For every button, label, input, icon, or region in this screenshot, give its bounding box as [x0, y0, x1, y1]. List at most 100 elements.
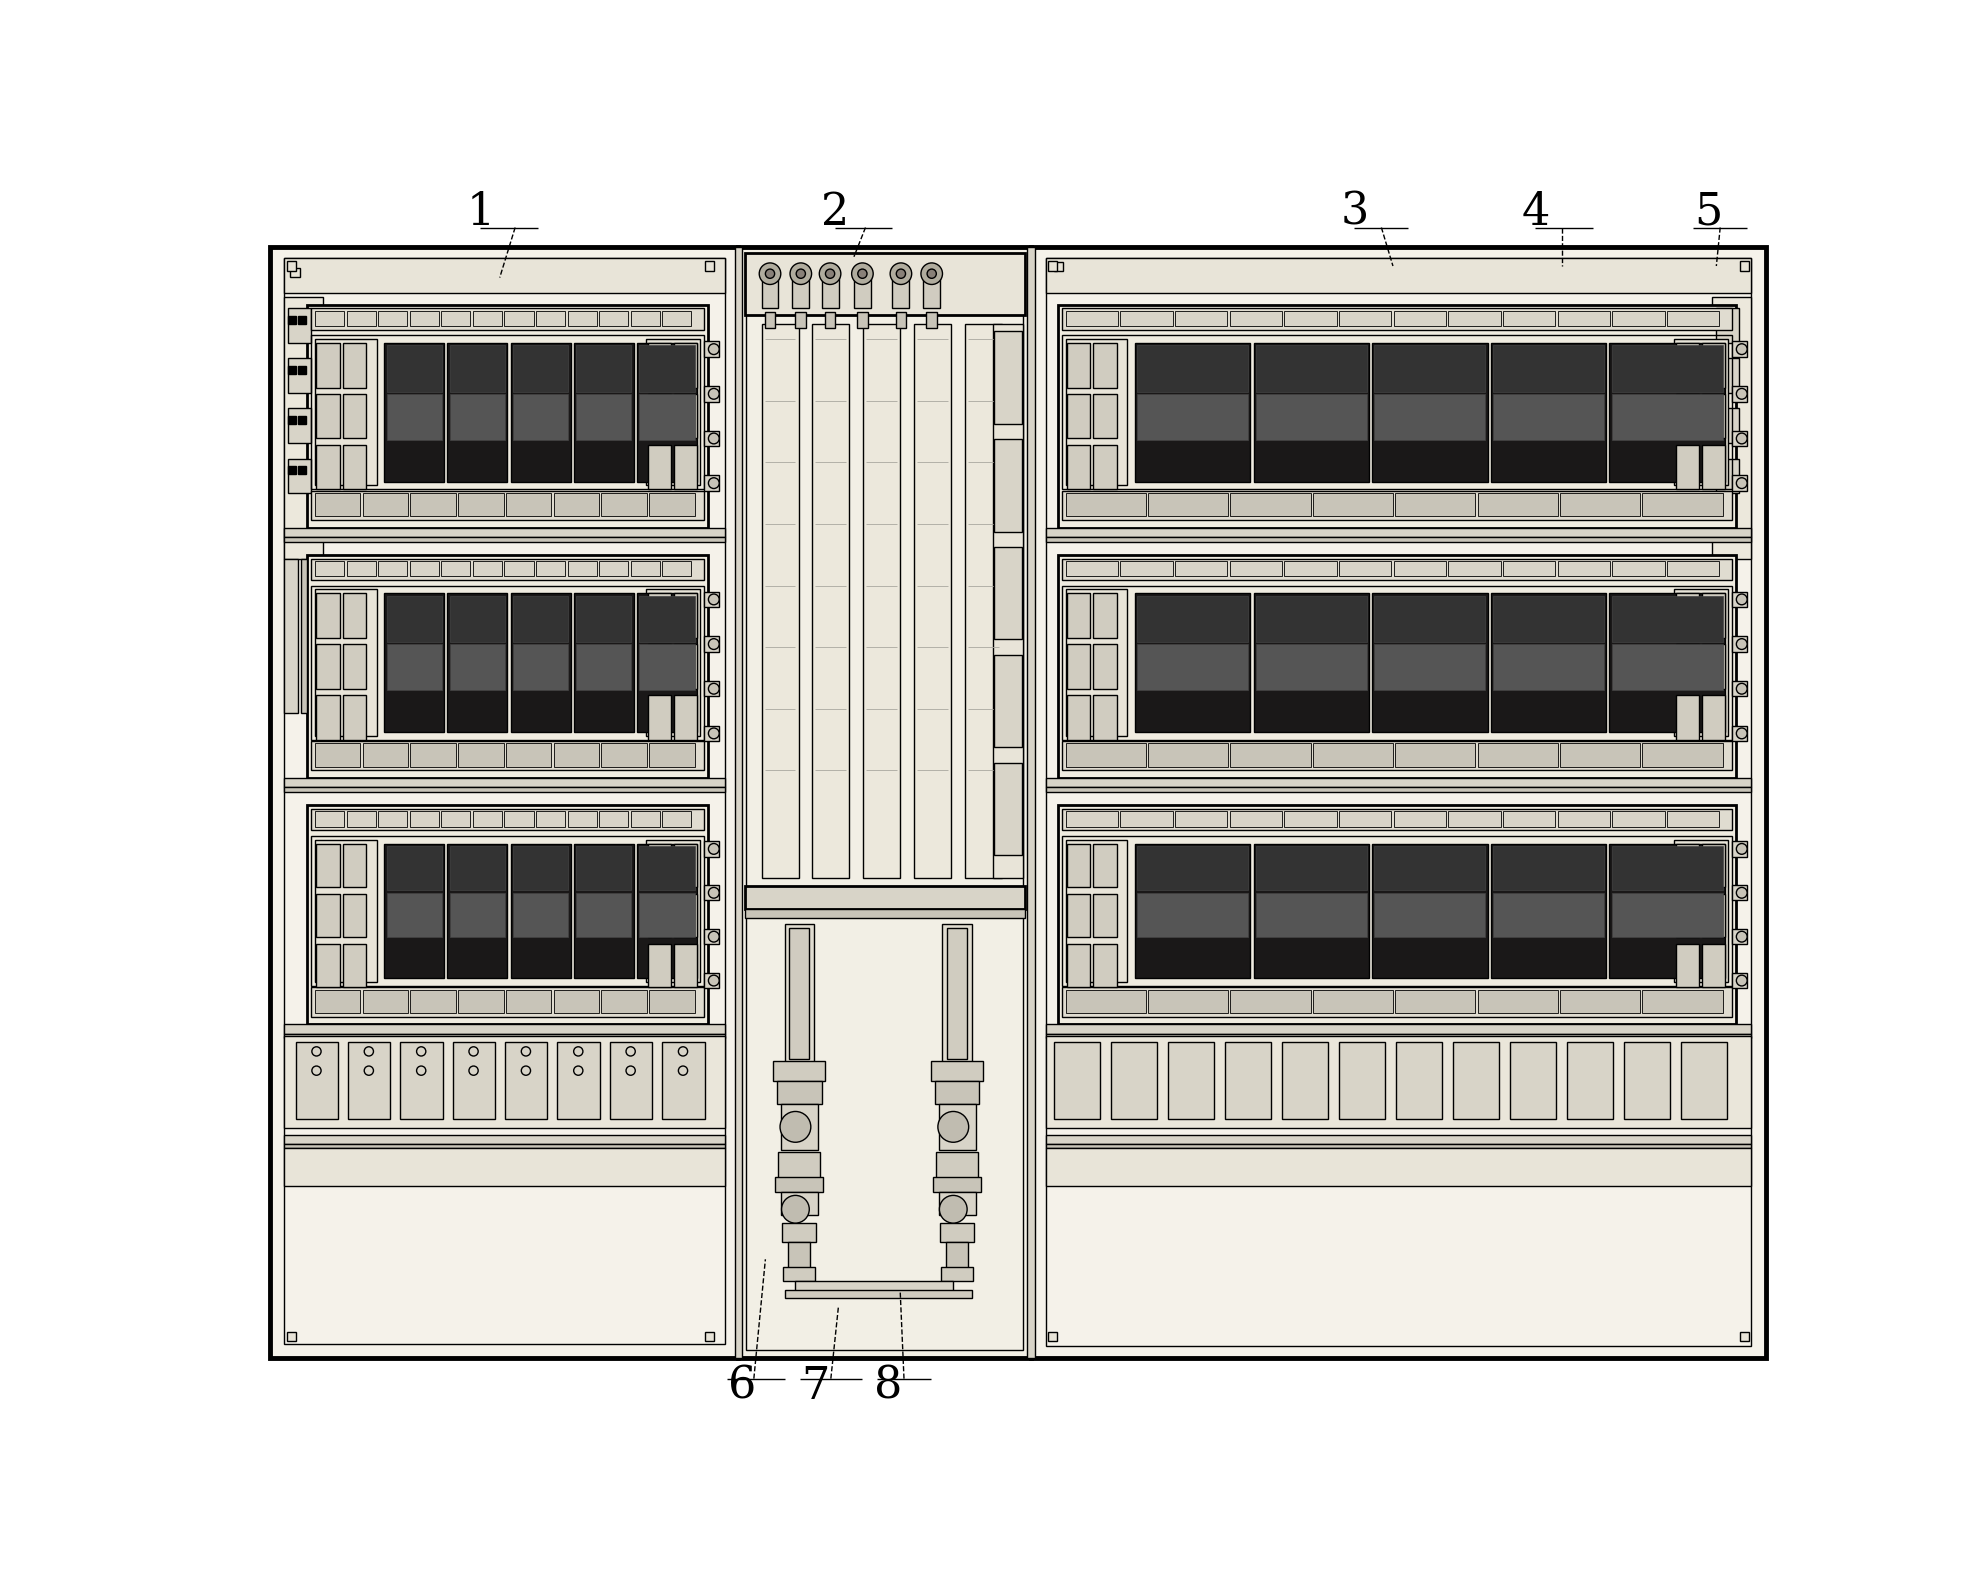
Bar — [1230, 989, 1311, 1013]
Bar — [1093, 343, 1117, 387]
Bar — [1047, 1332, 1057, 1340]
Bar — [1067, 844, 1091, 887]
Bar — [703, 476, 719, 491]
Circle shape — [1737, 728, 1747, 739]
Circle shape — [1737, 844, 1747, 854]
Bar — [298, 466, 306, 474]
Bar — [761, 324, 799, 879]
Bar — [1047, 258, 1751, 1347]
Bar — [284, 537, 725, 542]
Bar — [1055, 261, 1063, 271]
Bar — [1093, 444, 1117, 490]
Bar — [703, 929, 719, 945]
Bar — [511, 844, 570, 978]
Bar — [793, 274, 809, 309]
Circle shape — [709, 887, 719, 898]
Bar — [1478, 743, 1558, 767]
Circle shape — [709, 639, 719, 649]
Circle shape — [791, 263, 811, 285]
Bar — [449, 893, 505, 937]
Bar — [1643, 989, 1723, 1013]
Bar — [1675, 893, 1699, 937]
Bar — [1701, 444, 1725, 490]
Bar — [1397, 1043, 1443, 1120]
Bar — [1609, 343, 1725, 482]
Bar — [1373, 594, 1488, 732]
Bar — [1031, 247, 1766, 1358]
Bar — [1449, 811, 1500, 827]
Bar — [1502, 811, 1556, 827]
Bar — [1492, 394, 1604, 439]
Bar — [1093, 644, 1117, 688]
Bar — [1061, 836, 1733, 986]
Bar — [316, 644, 340, 688]
Bar — [1733, 885, 1747, 901]
Circle shape — [928, 269, 936, 279]
Bar — [316, 444, 340, 490]
Circle shape — [1737, 477, 1747, 488]
Bar — [703, 432, 719, 446]
Bar — [640, 846, 695, 890]
Circle shape — [1737, 433, 1747, 444]
Bar — [288, 408, 312, 443]
Bar — [1067, 893, 1091, 937]
Bar — [312, 810, 703, 830]
Bar — [1609, 844, 1725, 978]
Bar — [636, 343, 697, 482]
Bar — [994, 547, 1021, 639]
Bar — [674, 844, 697, 887]
Bar — [1609, 594, 1725, 732]
Bar — [1611, 846, 1723, 890]
Bar — [648, 844, 672, 887]
Bar — [1065, 310, 1119, 326]
Bar — [383, 844, 445, 978]
Bar — [298, 416, 306, 424]
Bar — [1121, 811, 1172, 827]
Bar — [1375, 595, 1486, 641]
Bar — [1675, 844, 1699, 887]
Bar — [646, 339, 699, 485]
Bar — [513, 644, 568, 690]
Bar — [1717, 309, 1739, 343]
Bar — [288, 365, 296, 373]
Bar — [1733, 973, 1747, 988]
Bar — [288, 416, 296, 424]
Bar — [1611, 394, 1723, 439]
Bar — [284, 778, 725, 788]
Bar — [411, 989, 455, 1013]
Bar — [576, 345, 632, 392]
Bar — [316, 394, 340, 438]
Bar — [648, 695, 672, 740]
Bar — [316, 589, 378, 736]
Bar — [342, 343, 366, 387]
Bar — [536, 561, 564, 576]
Bar — [1061, 742, 1733, 770]
Bar — [862, 324, 900, 879]
Bar — [703, 592, 719, 606]
Bar — [1733, 636, 1747, 652]
Bar — [896, 312, 906, 328]
Bar — [1393, 561, 1447, 576]
Text: 1: 1 — [467, 191, 495, 233]
Bar — [773, 1062, 825, 1080]
Bar — [936, 1151, 978, 1178]
Bar — [1449, 310, 1500, 326]
Bar — [783, 1224, 817, 1243]
Bar — [342, 893, 366, 937]
Bar — [513, 846, 568, 890]
Bar — [513, 394, 568, 439]
Bar — [411, 743, 455, 767]
Bar — [1137, 644, 1248, 690]
Bar — [1065, 743, 1146, 767]
Bar — [662, 811, 691, 827]
Bar — [342, 943, 366, 988]
Bar — [1560, 493, 1639, 517]
Bar — [1675, 444, 1699, 490]
Bar — [1560, 743, 1639, 767]
Bar — [1492, 345, 1604, 392]
Bar — [316, 493, 360, 517]
Bar — [934, 1177, 982, 1192]
Bar — [1673, 839, 1729, 983]
Bar — [640, 595, 695, 641]
Bar — [1611, 893, 1723, 937]
